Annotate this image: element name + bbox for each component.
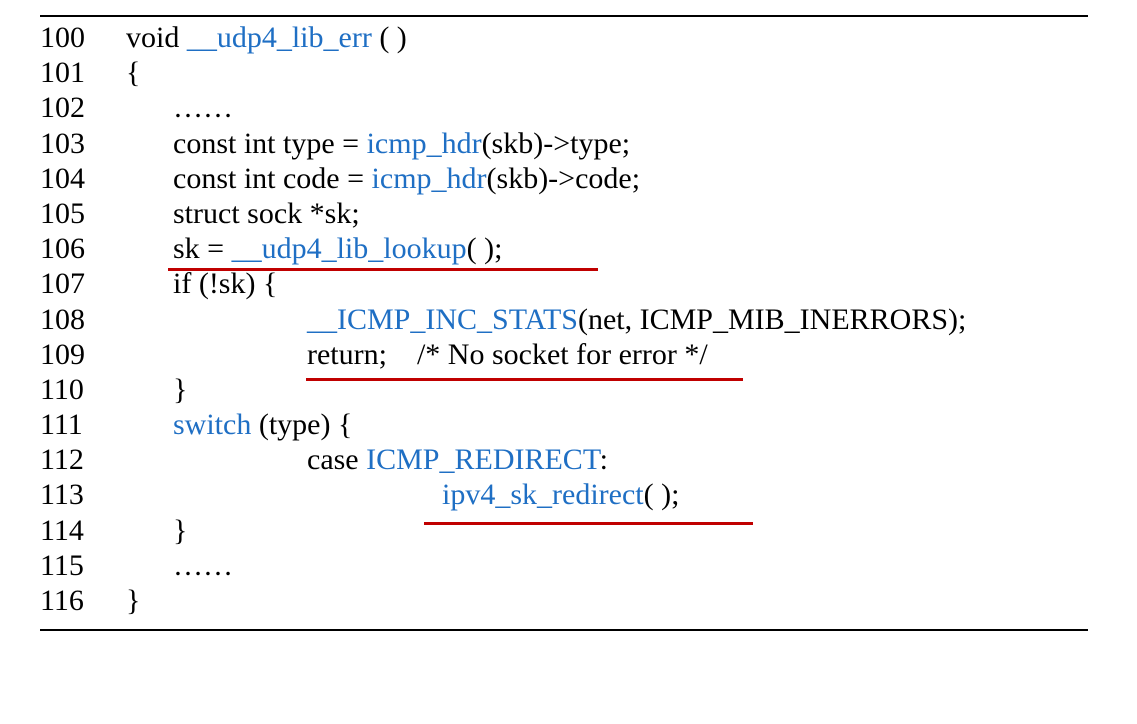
code-text: (skb)->type; bbox=[481, 126, 631, 160]
line-content: …… bbox=[173, 548, 233, 583]
line-content: } bbox=[173, 513, 187, 548]
code-text: if (!sk) { bbox=[173, 267, 278, 301]
code-line-114: 114 } bbox=[40, 513, 1100, 548]
code-line-113: 113 ipv4_sk_redirect( ); bbox=[40, 477, 1100, 512]
line-number: 108 bbox=[40, 302, 85, 336]
line-number: 112 bbox=[40, 443, 84, 477]
function-name: ipv4_sk_redirect bbox=[442, 478, 644, 512]
line-number: 115 bbox=[40, 548, 84, 582]
line-content: if (!sk) { bbox=[173, 266, 277, 301]
line-content: } bbox=[126, 583, 140, 618]
line-content: …… bbox=[173, 90, 233, 125]
code-line-101: 101 { bbox=[40, 55, 1100, 90]
line-number: 113 bbox=[40, 478, 84, 512]
line-number: 102 bbox=[40, 91, 85, 125]
code-text: { bbox=[126, 56, 141, 90]
code-line-112: 112 case ICMP_REDIRECT: bbox=[40, 442, 1100, 477]
code-text: (skb)->code; bbox=[486, 161, 641, 195]
constant-name: ICMP_REDIRECT bbox=[366, 443, 600, 477]
line-content: const int code = icmp_hdr(skb)->code; bbox=[173, 161, 640, 196]
function-name: icmp_hdr bbox=[366, 126, 482, 160]
code-text: void bbox=[126, 21, 187, 54]
code-text: return; /* No socket for error */ bbox=[307, 337, 708, 371]
code-line-116: 116 } bbox=[40, 583, 1100, 618]
code-line-109: 109 return; /* No socket for error */ bbox=[40, 337, 1100, 372]
line-number: 103 bbox=[40, 126, 85, 160]
line-number: 107 bbox=[40, 267, 85, 301]
line-content: sk = __udp4_lib_lookup( ); bbox=[173, 231, 502, 266]
code-text: ( ); bbox=[466, 232, 503, 266]
function-name: __udp4_lib_err bbox=[186, 21, 372, 54]
code-line-111: 111 switch (type) { bbox=[40, 407, 1100, 442]
code-text: case bbox=[307, 443, 367, 477]
bottom-rule bbox=[40, 629, 1088, 631]
code-text: sk = bbox=[173, 232, 232, 266]
line-content: case ICMP_REDIRECT: bbox=[307, 442, 608, 477]
line-content: } bbox=[173, 372, 187, 407]
code-text: : bbox=[599, 443, 608, 477]
code-line-105: 105 struct sock *sk; bbox=[40, 196, 1100, 231]
code-line-104: 104 const int code = icmp_hdr(skb)->code… bbox=[40, 161, 1100, 196]
ellipsis: …… bbox=[173, 548, 233, 582]
code-text: const int type = bbox=[173, 126, 367, 160]
code-listing: 100 void __udp4_lib_err ( ) 101 { 102 ……… bbox=[40, 20, 1100, 618]
highlight-underline-113 bbox=[424, 522, 753, 525]
line-number: 111 bbox=[40, 408, 83, 442]
highlight-underline-109 bbox=[306, 378, 743, 381]
highlight-underline-106 bbox=[168, 268, 598, 271]
code-text: (net, ICMP_MIB_INERRORS); bbox=[577, 302, 967, 336]
line-content: void __udp4_lib_err ( ) bbox=[126, 20, 407, 55]
code-text: } bbox=[173, 513, 188, 547]
code-text: (type) { bbox=[251, 408, 353, 442]
line-content: struct sock *sk; bbox=[173, 196, 360, 231]
function-name: icmp_hdr bbox=[371, 161, 487, 195]
code-line-106: 106 sk = __udp4_lib_lookup( ); bbox=[40, 231, 1100, 266]
line-number: 104 bbox=[40, 161, 85, 195]
code-text: ( ); bbox=[643, 478, 680, 512]
code-line-110: 110 } bbox=[40, 372, 1100, 407]
line-content: ipv4_sk_redirect( ); bbox=[442, 477, 679, 512]
line-number: 114 bbox=[40, 513, 84, 547]
code-line-103: 103 const int type = icmp_hdr(skb)->type… bbox=[40, 126, 1100, 161]
code-line-108: 108 __ICMP_INC_STATS(net, ICMP_MIB_INERR… bbox=[40, 302, 1100, 337]
code-line-100: 100 void __udp4_lib_err ( ) bbox=[40, 20, 1100, 55]
code-text: ( ) bbox=[371, 21, 407, 54]
line-number: 105 bbox=[40, 196, 85, 230]
code-text: } bbox=[173, 372, 188, 406]
line-number: 116 bbox=[40, 584, 84, 617]
line-number: 101 bbox=[40, 56, 85, 90]
line-content: return; /* No socket for error */ bbox=[307, 337, 708, 372]
ellipsis: …… bbox=[173, 91, 233, 125]
top-rule bbox=[40, 15, 1088, 17]
line-number: 110 bbox=[40, 372, 84, 406]
line-content: const int type = icmp_hdr(skb)->type; bbox=[173, 126, 630, 161]
function-name: __udp4_lib_lookup bbox=[231, 232, 467, 266]
line-content: switch (type) { bbox=[173, 407, 352, 442]
line-number: 100 bbox=[40, 21, 85, 54]
code-text: const int code = bbox=[173, 161, 372, 195]
code-text: struct sock *sk; bbox=[173, 196, 360, 230]
line-number: 106 bbox=[40, 232, 85, 266]
code-text: } bbox=[126, 584, 141, 617]
line-content: __ICMP_INC_STATS(net, ICMP_MIB_INERRORS)… bbox=[307, 302, 966, 337]
keyword: switch bbox=[173, 408, 252, 442]
code-line-102: 102 …… bbox=[40, 90, 1100, 125]
code-line-107: 107 if (!sk) { bbox=[40, 266, 1100, 301]
line-number: 109 bbox=[40, 337, 85, 371]
line-content: { bbox=[126, 55, 140, 90]
code-line-115: 115 …… bbox=[40, 548, 1100, 583]
function-name: __ICMP_INC_STATS bbox=[307, 302, 578, 336]
